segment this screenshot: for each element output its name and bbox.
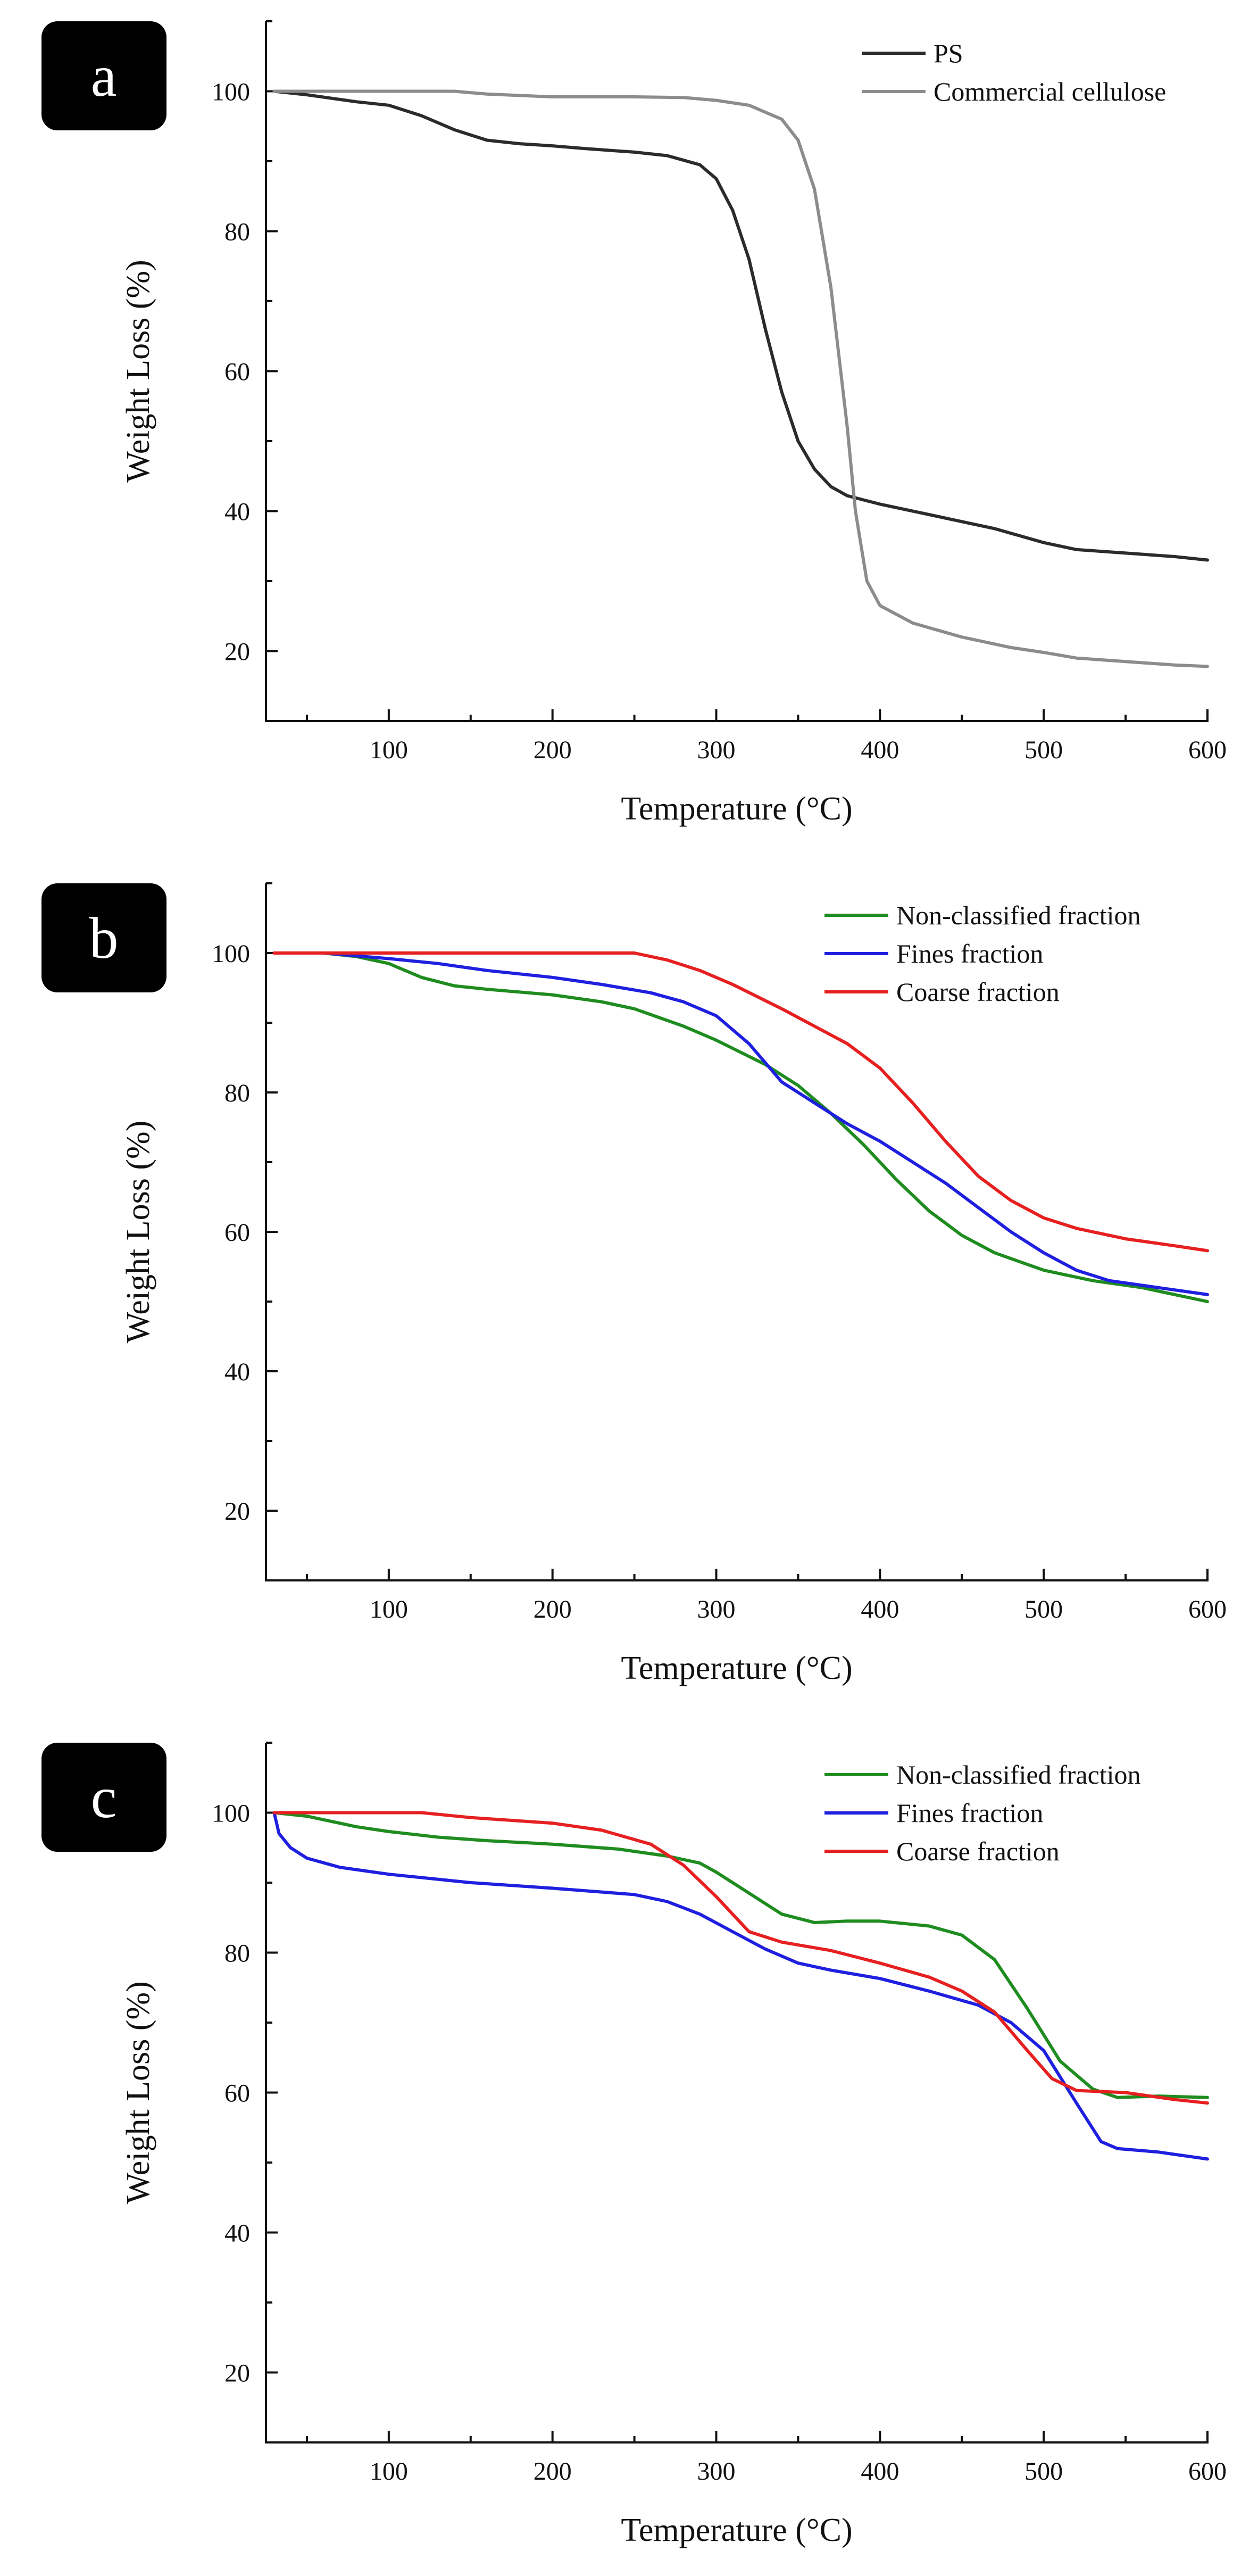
series-line-coarse-fraction: [272, 951, 1209, 1253]
panel-label-badge: [41, 21, 166, 130]
panel-label-badge: [41, 1743, 166, 1852]
panel-letter: b: [89, 906, 119, 971]
y-tick-label: 40: [224, 2219, 250, 2248]
y-tick-label: 20: [224, 638, 250, 666]
y-tick-label: 80: [224, 218, 250, 246]
series-line-commercial-cellulose: [272, 89, 1209, 668]
y-axis-title: Weight Loss (%): [120, 260, 156, 483]
x-tick-label: 200: [534, 736, 572, 764]
y-axis-title: Weight Loss (%): [120, 1121, 156, 1344]
x-tick-label: 200: [534, 1595, 572, 1624]
panel-label: b: [41, 883, 166, 992]
x-tick-label: 400: [861, 736, 899, 764]
legend-label: Non-classified fraction: [896, 900, 1141, 930]
legend: Non-classified fraction Fines fraction Coa…: [824, 1760, 1141, 1866]
series-line-coarse-fraction: [272, 1811, 1209, 2105]
panel-label: a: [41, 21, 166, 130]
panel-c: c 100 200 300 400 500 600 20 40 60 80 100 Temperatur…: [41, 1742, 1227, 2548]
x-tick-label: 400: [861, 1595, 899, 1624]
x-tick-label: 100: [370, 736, 408, 764]
legend-label: Fines fraction: [896, 1798, 1043, 1828]
x-tick-label: 500: [1024, 1595, 1063, 1624]
panel-b: b 100 200 300 400 500 600 20 40 60 80 100 Temperatur…: [41, 882, 1227, 1686]
x-tick-label: 300: [697, 736, 736, 764]
legend-label: Coarse fraction: [896, 977, 1060, 1007]
y-tick-label: 100: [212, 1800, 250, 1828]
x-tick-label: 100: [370, 2457, 408, 2486]
y-tick-label: 60: [224, 1219, 250, 1247]
axes: [265, 21, 1209, 722]
y-tick-label: 80: [224, 1940, 250, 1968]
x-axis-title: Temperature (°C): [621, 1650, 852, 1686]
x-tick-label: 500: [1024, 736, 1063, 764]
x-axis-title: Temperature (°C): [621, 791, 852, 827]
x-tick-label: 500: [1024, 2457, 1063, 2486]
y-tick-label: 40: [224, 1358, 250, 1386]
y-tick-label: 100: [212, 940, 250, 968]
y-tick-label: 20: [224, 1497, 250, 1526]
y-tick-label: 100: [212, 78, 250, 106]
y-tick-label: 40: [224, 498, 250, 526]
legend-label: Commercial cellulose: [934, 77, 1166, 106]
series-line-fines-fraction: [272, 1811, 1209, 2161]
y-tick-label: 20: [224, 2359, 250, 2388]
series-line-fines-fraction: [272, 951, 1209, 1296]
y-tick-label: 60: [224, 2080, 250, 2108]
x-tick-label: 200: [534, 2457, 572, 2486]
legend-label: Coarse fraction: [896, 1836, 1060, 1866]
panel-label-badge: [41, 883, 166, 992]
legend: Non-classified fraction Fines fraction Coa…: [824, 900, 1141, 1007]
x-tick-label: 600: [1188, 1595, 1227, 1624]
x-tick-label: 600: [1188, 2457, 1227, 2486]
y-tick-label: 80: [224, 1079, 250, 1107]
series-line-non-classified-fraction: [272, 951, 1209, 1303]
x-tick-label: 400: [861, 2457, 899, 2486]
panel-a: a 100 200 300 400 500 600 20 40 60 80 100 Temperatur…: [41, 20, 1227, 827]
panel-letter: a: [91, 44, 117, 109]
y-axis-title: Weight Loss (%): [120, 1981, 156, 2204]
y-tick-label: 60: [224, 358, 250, 386]
x-tick-label: 300: [697, 2457, 736, 2486]
panel-letter: c: [91, 1765, 117, 1830]
legend-label: PS: [934, 38, 963, 68]
x-tick-label: 100: [370, 1595, 408, 1624]
panel-label: c: [41, 1743, 166, 1852]
x-tick-label: 300: [697, 1595, 736, 1624]
legend: PS Commercial cellulose: [862, 38, 1166, 106]
series-line-ps: [272, 89, 1209, 562]
legend-label: Non-classified fraction: [896, 1760, 1141, 1790]
legend-label: Fines fraction: [896, 939, 1043, 968]
x-axis-title: Temperature (°C): [621, 2512, 852, 2548]
axes: [265, 1743, 1209, 2444]
x-tick-label: 600: [1188, 736, 1227, 764]
series-line-non-classified-fraction: [272, 1811, 1209, 2099]
